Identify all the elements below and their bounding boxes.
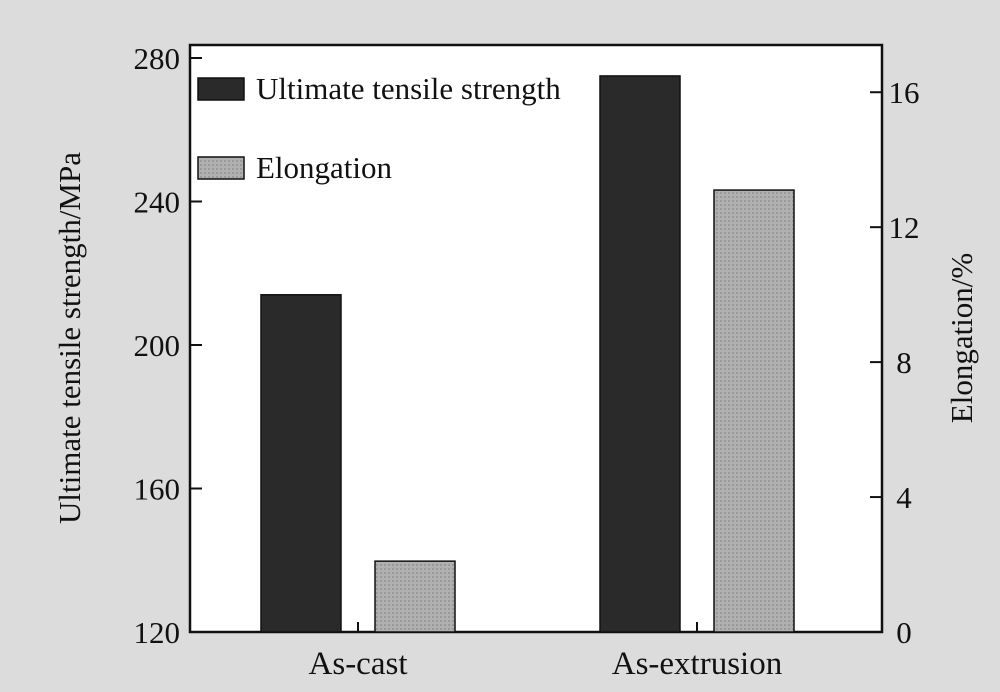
legend-label-elongation: Elongation bbox=[256, 150, 393, 185]
category-label-1: As-extrusion bbox=[612, 646, 782, 682]
tick-label-right-8: 8 bbox=[896, 345, 912, 380]
y-axis-title-left: Ultimate tensile strength/MPa bbox=[52, 152, 87, 524]
bar-elongation-as-extrusion bbox=[713, 189, 795, 633]
legend-swatch-elongation bbox=[197, 156, 245, 180]
y-axis-title-right: Elongation/% bbox=[944, 253, 979, 423]
legend: Ultimate tensile strength Elongation bbox=[197, 71, 561, 185]
tick-label-left-120: 120 bbox=[134, 615, 181, 650]
tick-label-right-12: 12 bbox=[889, 210, 920, 245]
tick-label-left-160: 160 bbox=[134, 472, 181, 507]
tick-label-right-0: 0 bbox=[896, 615, 912, 650]
legend-label-uts-line1: Ultimate tensile strength bbox=[256, 71, 561, 106]
tick-label-right-4: 4 bbox=[896, 480, 912, 515]
category-label-0: As-cast bbox=[309, 646, 408, 682]
bar-elongation-as-cast bbox=[374, 560, 456, 633]
bar-uts-as-extrusion bbox=[599, 75, 681, 633]
tick-label-right-16: 16 bbox=[889, 75, 920, 110]
tick-label-left-200: 200 bbox=[134, 328, 181, 363]
bar-uts-as-cast bbox=[260, 294, 342, 633]
tick-label-left-240: 240 bbox=[134, 185, 181, 220]
legend-swatch-uts bbox=[197, 77, 245, 101]
tick-label-left-280: 280 bbox=[134, 41, 181, 76]
